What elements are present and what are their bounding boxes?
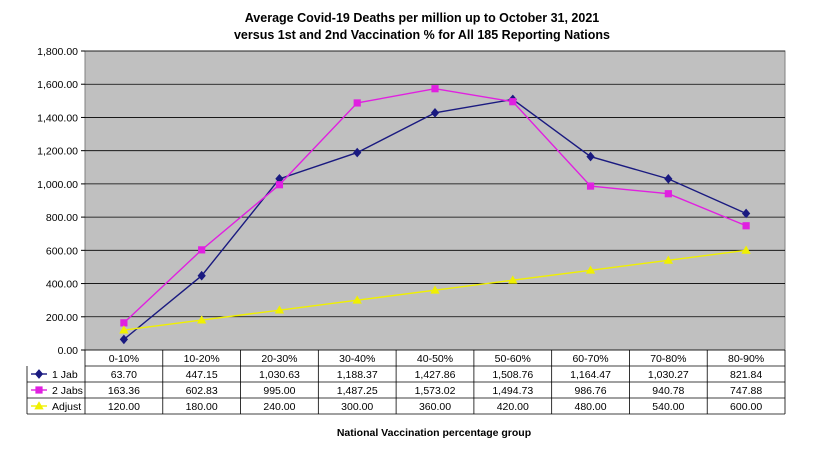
data-label-s1: 1,427.86 (415, 369, 456, 381)
data-label-s3: 120.00 (108, 401, 140, 413)
x-category-label: 50-60% (495, 353, 531, 365)
data-label-s1: 1,030.63 (259, 369, 300, 381)
data-point-s3 (508, 275, 518, 284)
data-point-s3 (663, 255, 674, 264)
data-label-s2: 1,487.25 (337, 385, 378, 397)
data-point-s2 (509, 98, 517, 106)
legend-marker-s1 (34, 369, 44, 379)
data-label-s3: 480.00 (574, 401, 606, 413)
y-tick-label: 800.00 (46, 212, 78, 224)
legend-label: 2 Jabs (52, 385, 83, 397)
data-point-s2 (742, 222, 750, 230)
data-point-s2 (120, 319, 128, 327)
x-category-label: 0-10% (109, 353, 139, 365)
legend-label: Adjust (52, 401, 81, 413)
data-label-s3: 600.00 (730, 401, 762, 413)
x-category-label: 40-50% (417, 353, 453, 365)
data-label-s2: 940.78 (652, 385, 684, 397)
y-tick-label: 1,000.00 (37, 179, 78, 191)
data-label-s3: 420.00 (497, 401, 529, 413)
legend-marker-s2 (35, 386, 43, 394)
data-label-s3: 240.00 (263, 401, 295, 413)
data-point-s1 (197, 270, 206, 281)
x-axis-label: National Vaccination percentage group (337, 427, 531, 439)
x-category-label: 80-90% (728, 353, 764, 365)
y-tick-label: 1,200.00 (37, 146, 78, 158)
y-tick-label: 200.00 (46, 312, 78, 324)
data-label-s2: 995.00 (263, 385, 295, 397)
x-category-label: 60-70% (572, 353, 608, 365)
data-label-s1: 1,508.76 (492, 369, 533, 381)
data-point-s1 (119, 334, 129, 345)
data-label-s2: 163.36 (108, 385, 140, 397)
legend-marker-s3 (34, 401, 44, 410)
x-category-label: 20-30% (261, 353, 297, 365)
data-label-s2: 1,573.02 (415, 385, 456, 397)
data-point-s1 (353, 147, 362, 158)
data-point-s1 (741, 208, 751, 219)
data-point-s3 (585, 265, 596, 274)
data-label-s1: 447.15 (186, 369, 218, 381)
data-point-s1 (664, 174, 673, 184)
data-label-s2: 747.88 (730, 385, 762, 397)
data-point-s3 (196, 315, 207, 324)
data-point-s2 (586, 182, 595, 190)
chart-title-line1: Average Covid-19 Deaths per million up t… (245, 11, 600, 25)
data-label-s3: 180.00 (186, 401, 218, 413)
data-label-s1: 821.84 (730, 369, 762, 381)
data-point-s2 (275, 181, 284, 189)
data-point-s3 (274, 305, 285, 314)
y-tick-label: 600.00 (46, 245, 78, 257)
data-label-s2: 602.83 (186, 385, 218, 397)
data-label-s1: 1,188.37 (337, 369, 378, 381)
data-point-s3 (741, 245, 751, 254)
data-label-s1: 63.70 (111, 369, 137, 381)
y-tick-label: 0.00 (58, 345, 79, 357)
data-label-s2: 986.76 (574, 385, 606, 397)
data-point-s2 (664, 190, 672, 198)
data-point-s2 (353, 99, 361, 107)
x-category-label: 70-80% (650, 353, 686, 365)
y-tick-label: 1,600.00 (37, 79, 78, 91)
data-point-s3 (352, 295, 362, 304)
data-label-s1: 1,164.47 (570, 369, 611, 381)
legend-label: 1 Jab (52, 369, 78, 381)
chart-title-line2: versus 1st and 2nd Vaccination % for All… (234, 28, 610, 42)
data-point-s3 (119, 325, 129, 334)
data-point-s3 (430, 285, 440, 294)
data-label-s1: 1,030.27 (648, 369, 689, 381)
data-point-s2 (431, 85, 439, 93)
x-category-label: 30-40% (339, 353, 375, 365)
data-point-s1 (586, 151, 595, 162)
data-label-s3: 540.00 (652, 401, 684, 413)
y-tick-label: 1,800.00 (37, 46, 78, 58)
y-tick-label: 400.00 (46, 279, 78, 291)
plot-area (84, 50, 786, 351)
y-tick-label: 1,400.00 (37, 112, 78, 124)
data-point-s2 (198, 246, 206, 254)
data-label-s3: 300.00 (341, 401, 373, 413)
x-category-label: 10-20% (184, 353, 220, 365)
data-point-s1 (430, 108, 440, 118)
data-label-s3: 360.00 (419, 401, 451, 413)
data-label-s2: 1,494.73 (492, 385, 533, 397)
